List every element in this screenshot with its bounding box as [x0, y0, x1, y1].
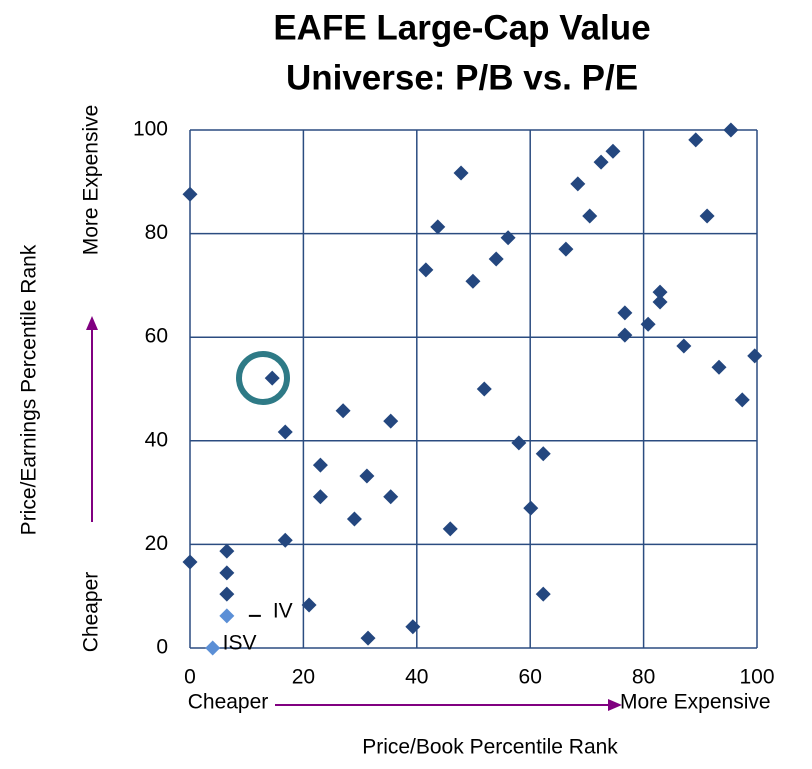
- point: [676, 338, 692, 354]
- point: [383, 413, 399, 429]
- chart-title: Universe: P/B vs. P/E: [286, 58, 638, 97]
- x-tick-label: 80: [632, 666, 655, 689]
- y-tick-label: 60: [145, 325, 168, 348]
- point: [511, 435, 527, 451]
- point-label: IV: [273, 599, 293, 622]
- x-tick-label: 40: [405, 666, 428, 689]
- point: [652, 284, 668, 300]
- y-axis-label: Price/Earnings Percentile Rank: [18, 244, 41, 535]
- point: [418, 262, 434, 278]
- point: [359, 468, 375, 484]
- y-annotation: More Expensive: [80, 105, 103, 256]
- point: [523, 500, 539, 516]
- point: [360, 630, 376, 646]
- chart-title: EAFE Large-Cap Value: [273, 8, 650, 47]
- point: [405, 619, 421, 635]
- arrow-head: [608, 699, 622, 711]
- point: [617, 305, 633, 321]
- point: [264, 370, 280, 386]
- x-annotation: Cheaper: [188, 691, 269, 714]
- point: [605, 143, 621, 159]
- x-annotation: More Expensive: [620, 691, 771, 714]
- point: [277, 532, 293, 548]
- point: [383, 489, 399, 505]
- y-tick-label: 20: [145, 532, 168, 555]
- point: [688, 132, 704, 148]
- point: [734, 392, 750, 408]
- point: [442, 521, 458, 537]
- point: [335, 403, 351, 419]
- point: [558, 241, 574, 257]
- plot-area: 0 20 40 60 80 100 0 20 40 60 80 100 IV ISV: [133, 118, 775, 689]
- point: [711, 359, 727, 375]
- point: [570, 176, 586, 192]
- point: [617, 327, 633, 343]
- point: [723, 122, 739, 138]
- y-annotation: Cheaper: [80, 572, 103, 653]
- y-tick-label: 40: [145, 428, 168, 451]
- point: [430, 219, 446, 235]
- arrow-head: [86, 316, 98, 330]
- point: [182, 554, 198, 570]
- point: [346, 511, 362, 527]
- point: [500, 230, 516, 246]
- highlight-circle: [236, 351, 290, 405]
- point: [652, 294, 668, 310]
- x-tick-label: 100: [739, 666, 774, 689]
- point: [582, 208, 598, 224]
- x-tick-label: 20: [292, 666, 315, 689]
- x-tick-label: 60: [519, 666, 542, 689]
- point: [301, 597, 317, 613]
- point: [219, 565, 235, 581]
- point-label: ISV: [223, 632, 257, 655]
- x-tick-label: 0: [184, 666, 196, 689]
- point: [535, 586, 551, 602]
- point: [205, 640, 221, 656]
- point: [312, 457, 328, 473]
- x-axis-label: Price/Book Percentile Rank: [362, 736, 618, 759]
- point: [182, 186, 198, 202]
- point: [699, 208, 715, 224]
- point: [593, 154, 609, 170]
- point: [476, 381, 492, 397]
- point: [747, 348, 763, 364]
- y-tick-label: 100: [133, 118, 168, 141]
- point: [640, 316, 656, 332]
- y-tick-label: 80: [145, 221, 168, 244]
- point: [219, 608, 235, 624]
- point: [453, 165, 469, 181]
- point: [219, 543, 235, 559]
- point: [277, 424, 293, 440]
- y-tick-label: 0: [156, 636, 168, 659]
- point: [465, 273, 481, 289]
- point: [535, 446, 551, 462]
- point: [219, 586, 235, 602]
- point: [488, 251, 504, 267]
- point: [312, 489, 328, 505]
